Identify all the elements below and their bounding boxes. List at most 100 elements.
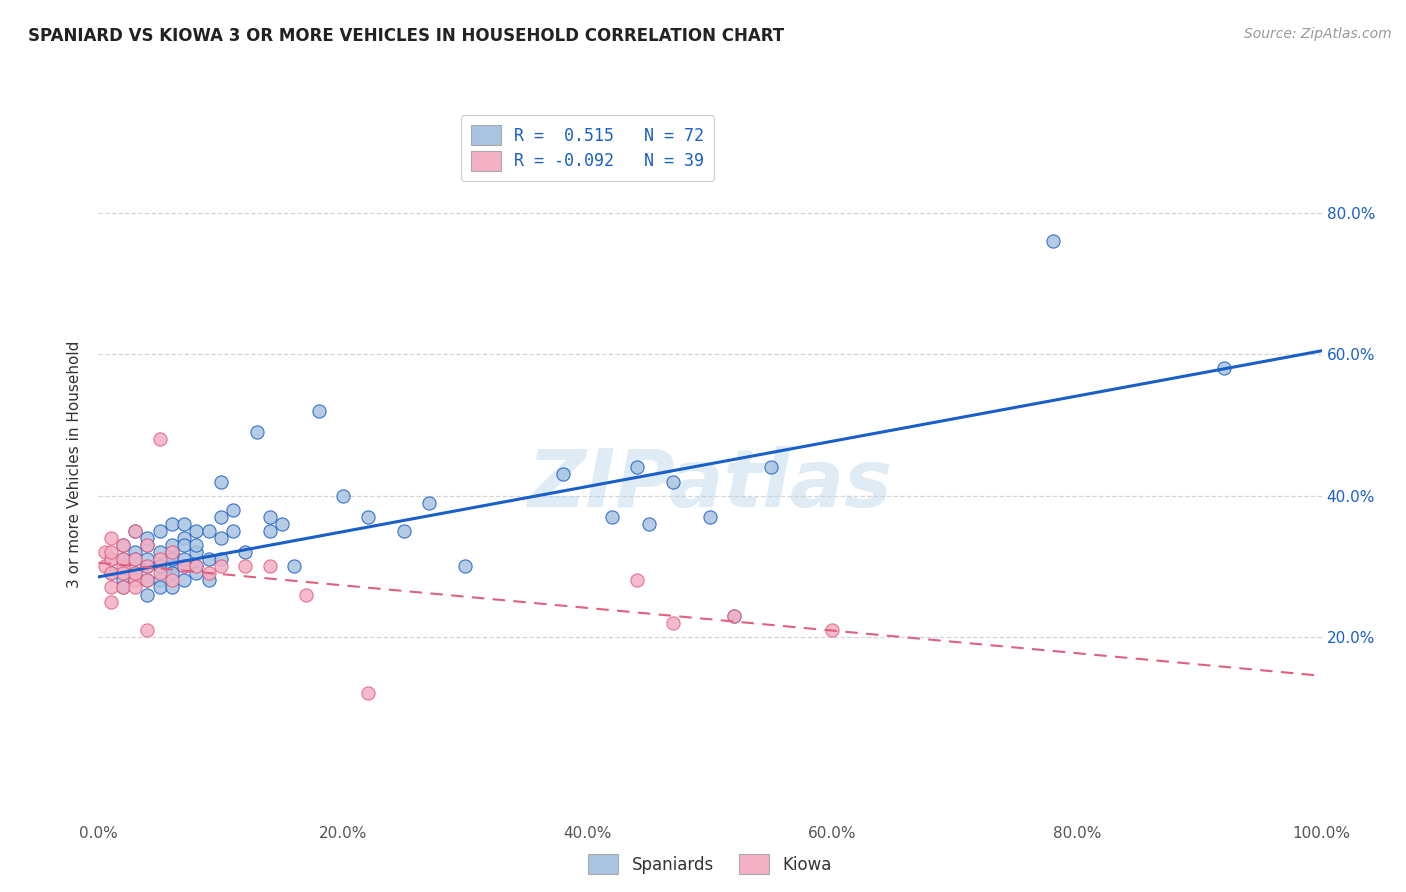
Point <box>100 566 122 581</box>
Point <box>160 516 183 531</box>
Point <box>124 574 146 588</box>
Point <box>100 566 122 581</box>
Point <box>160 552 183 566</box>
Point <box>173 559 195 574</box>
Point <box>149 432 172 446</box>
Point <box>93 559 115 574</box>
Point <box>111 581 134 595</box>
Point <box>173 538 195 552</box>
Point <box>100 531 122 545</box>
Point <box>209 509 232 524</box>
Text: ZIPatlas: ZIPatlas <box>527 446 893 524</box>
Point <box>173 559 195 574</box>
Text: Source: ZipAtlas.com: Source: ZipAtlas.com <box>1244 27 1392 41</box>
Point <box>186 566 208 581</box>
Point <box>600 509 623 524</box>
Point <box>160 559 183 574</box>
Point <box>100 594 122 608</box>
Point <box>149 559 172 574</box>
Point <box>259 559 281 574</box>
Point <box>209 531 232 545</box>
Point <box>136 623 159 637</box>
Point <box>222 502 245 516</box>
Point <box>173 516 195 531</box>
Point <box>332 489 354 503</box>
Point <box>454 559 477 574</box>
Point <box>699 509 721 524</box>
Point <box>124 566 146 581</box>
Point <box>136 574 159 588</box>
Point <box>222 524 245 538</box>
Point <box>136 538 159 552</box>
Point <box>233 559 256 574</box>
Point <box>197 566 219 581</box>
Point <box>186 524 208 538</box>
Point <box>209 552 232 566</box>
Point <box>149 566 172 581</box>
Point <box>160 538 183 552</box>
Point <box>308 404 330 418</box>
Legend: Spaniards, Kiowa: Spaniards, Kiowa <box>578 845 842 884</box>
Point <box>160 574 183 588</box>
Point <box>723 608 745 623</box>
Point <box>270 516 294 531</box>
Point <box>259 524 281 538</box>
Point <box>821 623 844 637</box>
Point <box>1042 234 1064 248</box>
Point <box>100 552 122 566</box>
Point <box>160 581 183 595</box>
Point <box>662 615 685 630</box>
Point <box>124 524 146 538</box>
Point <box>626 574 648 588</box>
Point <box>197 574 219 588</box>
Point <box>392 524 416 538</box>
Point <box>149 581 172 595</box>
Point <box>259 509 281 524</box>
Point <box>111 566 134 581</box>
Point <box>124 581 146 595</box>
Point <box>111 559 134 574</box>
Point <box>149 552 172 566</box>
Point <box>160 545 183 559</box>
Point <box>111 538 134 552</box>
Point <box>295 588 318 602</box>
Point <box>283 559 305 574</box>
Point <box>136 559 159 574</box>
Point <box>136 531 159 545</box>
Point <box>197 524 219 538</box>
Point <box>418 496 440 510</box>
Point <box>761 460 783 475</box>
Point <box>124 545 146 559</box>
Point <box>124 552 146 566</box>
Point <box>124 566 146 581</box>
Point <box>111 574 134 588</box>
Point <box>173 531 195 545</box>
Point <box>93 545 115 559</box>
Point <box>111 552 134 566</box>
Point <box>553 467 575 482</box>
Point <box>1212 361 1234 376</box>
Point <box>209 559 232 574</box>
Point <box>100 552 122 566</box>
Point <box>111 552 134 566</box>
Point <box>149 574 172 588</box>
Point <box>173 574 195 588</box>
Point <box>160 566 183 581</box>
Point <box>638 516 661 531</box>
Point <box>186 545 208 559</box>
Point <box>246 425 269 439</box>
Point <box>100 545 122 559</box>
Y-axis label: 3 or more Vehicles in Household: 3 or more Vehicles in Household <box>67 340 83 588</box>
Point <box>186 559 208 574</box>
Point <box>111 538 134 552</box>
Point <box>723 608 745 623</box>
Point <box>233 545 256 559</box>
Point <box>626 460 648 475</box>
Point <box>124 552 146 566</box>
Point <box>662 475 685 489</box>
Point <box>149 545 172 559</box>
Point <box>149 524 172 538</box>
Text: SPANIARD VS KIOWA 3 OR MORE VEHICLES IN HOUSEHOLD CORRELATION CHART: SPANIARD VS KIOWA 3 OR MORE VEHICLES IN … <box>28 27 785 45</box>
Point <box>124 574 146 588</box>
Point <box>124 524 146 538</box>
